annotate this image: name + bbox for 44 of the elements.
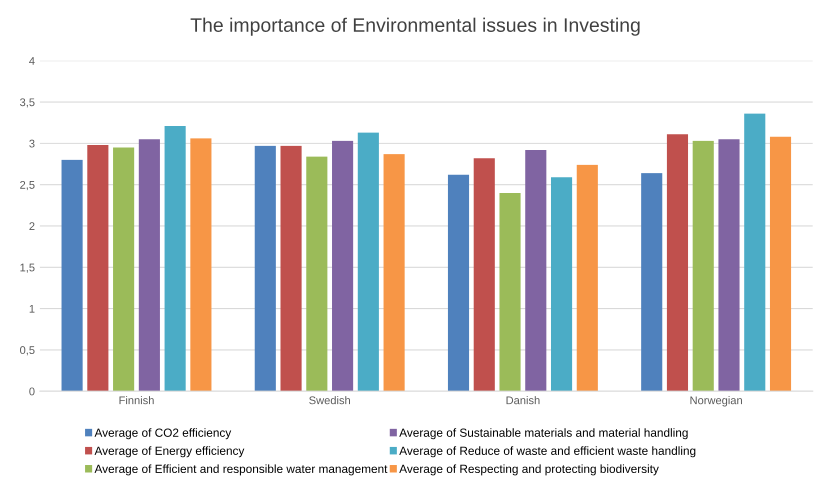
y-tick-label: 1,5	[20, 264, 35, 273]
legend-label: Average of Efficient and responsible water management	[94, 464, 388, 476]
y-tick-label: 2	[29, 222, 34, 230]
bar	[254, 146, 276, 392]
bar	[138, 139, 160, 392]
legend-label: Average of Reduce of waste and efficient waste handling	[399, 446, 696, 458]
bar	[744, 114, 766, 392]
y-tick-label: 3	[29, 140, 35, 148]
bar	[332, 140, 354, 392]
legend-label: Average of Energy efficiency	[94, 446, 244, 458]
bar	[448, 174, 470, 392]
bar	[474, 158, 495, 392]
bar	[164, 126, 186, 392]
bar	[62, 160, 83, 392]
y-tick-label: 0	[29, 387, 35, 396]
bar	[525, 150, 546, 392]
bar	[190, 138, 212, 392]
x-tick-label: Swedish	[309, 396, 350, 404]
bar	[718, 139, 740, 392]
y-tick-label: 2,5	[20, 180, 35, 190]
x-tick-label: Norwegian	[690, 396, 742, 406]
y-tick-label: 4	[29, 57, 35, 65]
legend-label: Average of CO2 efficiency	[94, 428, 232, 440]
bar	[666, 134, 688, 392]
y-tick-label: 0,5	[20, 346, 35, 356]
bar	[87, 145, 108, 392]
bar	[358, 132, 379, 392]
bar	[641, 173, 662, 392]
legend-label: Average of Sustainable materials and material handling	[399, 428, 688, 440]
bar	[306, 156, 328, 392]
y-tick-label: 1	[30, 304, 34, 313]
x-tick-label: Finnish	[119, 396, 154, 404]
bar	[280, 146, 302, 392]
y-tick-label: 3,5	[20, 98, 35, 108]
bar	[499, 192, 521, 392]
bar	[550, 177, 572, 392]
bar	[692, 140, 714, 392]
bar	[770, 136, 792, 392]
bar	[576, 164, 598, 392]
bar	[384, 154, 405, 392]
bar	[113, 148, 134, 392]
x-tick-label: Danish	[506, 396, 540, 404]
chart-title: The importance of Environmental issues in Investing	[190, 18, 640, 36]
legend-label: Average of Respecting and protecting biodiversity	[399, 464, 659, 476]
